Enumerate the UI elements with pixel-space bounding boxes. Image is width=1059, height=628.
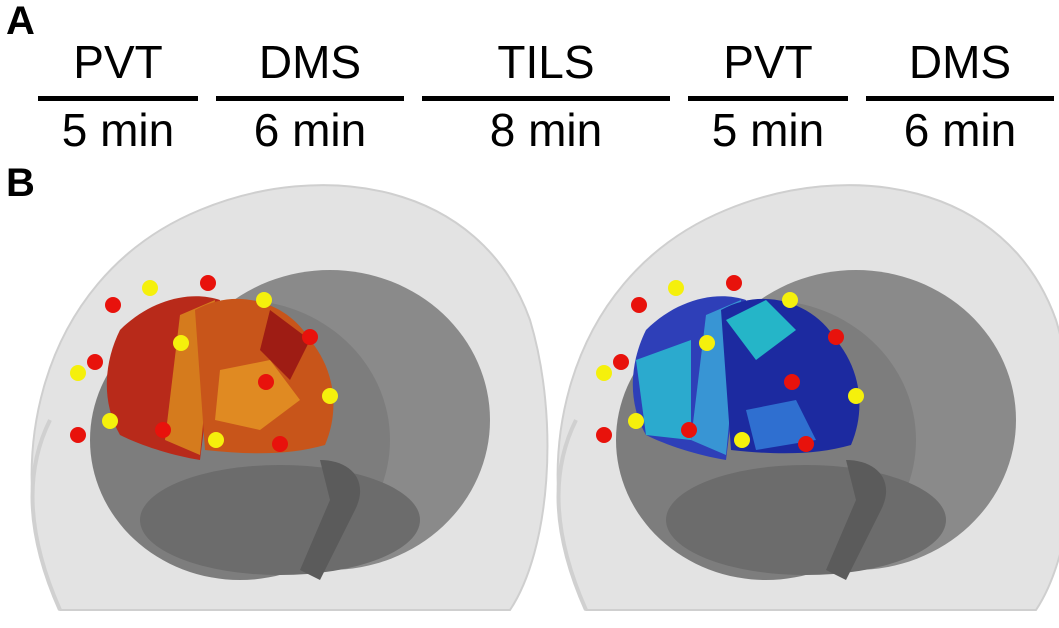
electrode-red xyxy=(596,427,612,443)
electrode-red xyxy=(784,374,800,390)
task-name: DMS xyxy=(909,36,1011,88)
electrode-yellow xyxy=(628,413,644,429)
electrode-yellow xyxy=(256,292,272,308)
panel-label: A xyxy=(6,0,35,43)
electrode-red xyxy=(798,436,814,452)
timeline-bar xyxy=(866,96,1054,101)
task-duration: 5 min xyxy=(62,104,174,156)
electrode-yellow xyxy=(102,413,118,429)
electrode-red xyxy=(200,275,216,291)
electrode-yellow xyxy=(70,365,86,381)
electrode-red xyxy=(302,329,318,345)
brain-right xyxy=(555,183,1059,613)
electrode-yellow xyxy=(734,432,750,448)
electrode-yellow xyxy=(699,335,715,351)
electrode-red xyxy=(258,374,274,390)
task-name: PVT xyxy=(73,36,162,88)
electrode-yellow xyxy=(208,432,224,448)
electrode-yellow xyxy=(173,335,189,351)
electrode-red xyxy=(631,297,647,313)
electrodes xyxy=(70,275,864,452)
task-duration: 6 min xyxy=(904,104,1016,156)
electrode-yellow xyxy=(668,280,684,296)
task-name: DMS xyxy=(259,36,361,88)
timeline-bar xyxy=(38,96,198,101)
electrode-red xyxy=(70,427,86,443)
electrode-yellow xyxy=(596,365,612,381)
timeline-bar xyxy=(688,96,848,101)
brain-left xyxy=(29,183,550,613)
timeline: PVT 5 min DMS 6 min TILS 8 min PVT 5 min DMS 6 mi… xyxy=(38,36,1054,156)
panel-label: B xyxy=(6,161,35,205)
task-duration: 5 min xyxy=(712,104,824,156)
electrode-red xyxy=(155,422,171,438)
timeline-bar xyxy=(216,96,404,101)
electrode-yellow xyxy=(848,388,864,404)
electrode-red xyxy=(87,354,103,370)
task-name: TILS xyxy=(497,36,594,88)
electrode-red xyxy=(726,275,742,291)
electrode-red xyxy=(681,422,697,438)
electrode-yellow xyxy=(322,388,338,404)
task-duration: 8 min xyxy=(490,104,602,156)
electrode-yellow xyxy=(782,292,798,308)
electrode-red xyxy=(613,354,629,370)
electrode-yellow xyxy=(142,280,158,296)
task-name: PVT xyxy=(723,36,812,88)
task-duration: 6 min xyxy=(254,104,366,156)
electrode-red xyxy=(105,297,121,313)
electrode-red xyxy=(828,329,844,345)
electrode-red xyxy=(272,436,288,452)
timeline-bar xyxy=(422,96,670,101)
